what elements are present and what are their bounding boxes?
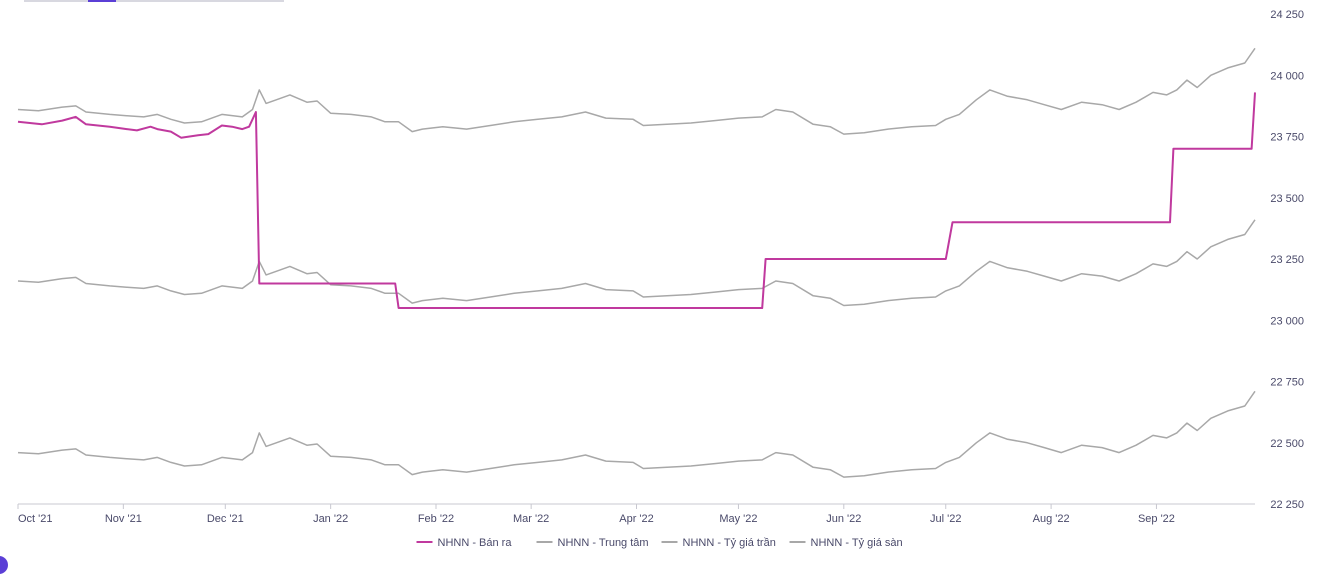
legend-item-2[interactable]: NHNN - Trung tâm xyxy=(536,537,649,549)
y-axis: 22 250 22 500 22 750 23 000 23 250 23 500 23 7… xyxy=(1270,9,1304,511)
x-tick-label: Feb '22 xyxy=(418,513,454,525)
y-tick-label: 24 000 xyxy=(1270,70,1304,82)
range-selector-stub xyxy=(24,0,284,2)
y-tick-label: 22 750 xyxy=(1270,377,1304,389)
x-tick-label: Jun '22 xyxy=(826,513,861,525)
legend[interactable]: NHNN - Bán ra NHNN - Trung tâm NHNN - Tỷ g… xyxy=(416,537,903,549)
legend-label: NHNN - Tỷ giá sàn xyxy=(811,537,903,549)
x-tick-label: Apr '22 xyxy=(619,513,654,525)
legend-item-1[interactable]: NHNN - Bán ra xyxy=(416,537,513,549)
series-line-4[interactable] xyxy=(17,390,1256,478)
x-tick-label: Oct '21 xyxy=(18,513,53,525)
x-tick-label: May '22 xyxy=(719,513,757,525)
x-tick-label: Jul '22 xyxy=(930,513,961,525)
legend-label: NHNN - Tỷ giá trần xyxy=(683,537,776,549)
x-tick-label: Dec '21 xyxy=(207,513,244,525)
x-tick-label: Mar '22 xyxy=(513,513,549,525)
y-tick-label: 24 250 xyxy=(1270,9,1304,21)
y-tick-label: 23 750 xyxy=(1270,132,1304,144)
help-bubble-icon[interactable] xyxy=(0,556,8,574)
x-axis: Oct '21 Nov '21 Dec '21 Jan '22 Feb '22 Mar '… xyxy=(17,504,1175,525)
legend-label: NHNN - Bán ra xyxy=(438,537,513,549)
plot-area xyxy=(17,47,1256,505)
y-tick-label: 23 250 xyxy=(1270,254,1304,266)
x-tick-label: Nov '21 xyxy=(105,513,142,525)
y-tick-label: 23 500 xyxy=(1270,193,1304,205)
y-tick-label: 23 000 xyxy=(1270,315,1304,327)
legend-label: NHNN - Trung tâm xyxy=(558,537,649,549)
y-tick-label: 22 500 xyxy=(1270,438,1304,450)
x-tick-label: Aug '22 xyxy=(1033,513,1070,525)
series-line-1[interactable] xyxy=(17,92,1256,309)
legend-item-3[interactable]: NHNN - Tỷ giá trần xyxy=(661,537,776,549)
range-selector-active xyxy=(88,0,116,2)
x-tick-label: Sep '22 xyxy=(1138,513,1175,525)
y-tick-label: 22 250 xyxy=(1270,499,1304,511)
series-line-3[interactable] xyxy=(17,47,1256,135)
series-line-2[interactable] xyxy=(17,219,1256,307)
legend-item-4[interactable]: NHNN - Tỷ giá sàn xyxy=(789,537,903,549)
x-tick-label: Jan '22 xyxy=(313,513,348,525)
